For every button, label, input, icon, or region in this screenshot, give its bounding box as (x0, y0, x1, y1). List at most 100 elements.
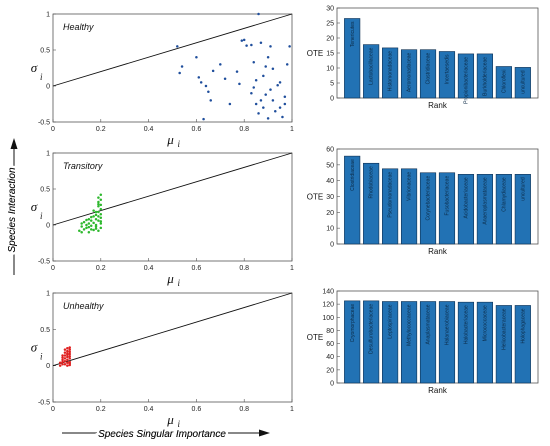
data-point (238, 82, 241, 86)
data-point (195, 55, 198, 59)
y-tick-label: 0 (46, 363, 50, 370)
bar (457, 174, 475, 245)
bar-label: Clostridiaceae (426, 52, 432, 84)
data-point (257, 12, 260, 16)
data-point (264, 65, 267, 68)
species-importance-label: Species Singular Importance (98, 429, 226, 440)
data-point (63, 354, 67, 357)
data-point (199, 81, 203, 84)
data-point (63, 357, 67, 360)
data-point (178, 71, 181, 75)
data-point (87, 225, 91, 229)
y-axis-label: OTE (307, 49, 323, 58)
y-tick-label: 0.5 (40, 187, 50, 194)
x-tick-label: 0 (51, 406, 55, 413)
data-point (61, 354, 64, 357)
data-point (99, 216, 103, 220)
bar-label: Vibrionaceae (407, 172, 413, 201)
data-point (245, 44, 248, 47)
data-point (63, 348, 67, 351)
y-tick-label: 5 (330, 81, 334, 88)
data-point (97, 205, 100, 208)
x-tick-label: 1 (290, 406, 294, 413)
y-tick-label: 30 (326, 194, 334, 201)
x-tick-label: 0.2 (96, 406, 106, 413)
data-point (274, 109, 277, 113)
data-point (68, 357, 71, 360)
data-point (68, 363, 71, 367)
data-point (211, 69, 215, 73)
data-point (85, 218, 88, 222)
data-point (176, 45, 179, 48)
data-point (58, 361, 62, 365)
x-tick-label: 0.8 (239, 126, 249, 133)
x-tick-label: 0.2 (96, 126, 106, 133)
y-tick-label: 60 (326, 147, 334, 154)
data-point (262, 74, 265, 78)
x-tick-label: 0.6 (192, 265, 202, 272)
plot-frame (52, 152, 293, 262)
x-axis-label-subscript: i (178, 419, 181, 429)
bar-label: Methylococcaceae (407, 304, 413, 346)
data-point (197, 76, 201, 79)
species-importance-label-bg: Species Singular Importance (98, 429, 226, 440)
bar (495, 305, 512, 384)
plot-frame (52, 292, 293, 403)
bar (419, 172, 437, 245)
data-point (68, 350, 71, 354)
y-tick-label: 100 (322, 315, 334, 322)
y-axis-label: σ (31, 199, 38, 214)
species-interaction-label-bg: Species Interaction (7, 167, 18, 252)
bar (476, 301, 493, 384)
data-point (235, 70, 239, 73)
bar-label: Cryomorphaceae (350, 304, 356, 343)
data-point (82, 220, 86, 224)
bar (457, 53, 475, 99)
bar (476, 174, 493, 245)
data-point (66, 353, 69, 357)
y-axis-label-subscript: i (40, 72, 43, 82)
species-importance-arrowhead (259, 429, 270, 437)
x-axis-label-subscript: i (178, 139, 181, 149)
x-axis-label: Rank (428, 247, 448, 256)
data-point (68, 354, 71, 358)
data-point (58, 364, 62, 367)
data-point (250, 91, 253, 95)
data-point (68, 360, 71, 364)
bar-label: Tenericutes (350, 21, 356, 47)
data-point (80, 230, 83, 234)
y-tick-label: 0 (330, 242, 334, 249)
data-point (66, 346, 69, 350)
data-point (262, 106, 265, 109)
condition-label: Unhealthy (63, 301, 104, 311)
bar (382, 47, 399, 99)
bar (495, 66, 512, 99)
y-axis-label-subscript: i (40, 211, 43, 221)
data-point (207, 90, 210, 94)
data-point (266, 117, 270, 120)
data-point (89, 215, 93, 219)
y-tick-label: 0.5 (40, 327, 50, 334)
bar-label: Acidobacteriaceae (464, 177, 470, 218)
data-point (92, 221, 95, 225)
data-point (283, 95, 287, 99)
y-tick-label: 1 (46, 291, 50, 298)
x-tick-label: 1 (290, 126, 294, 133)
condition-label: Healthy (63, 22, 94, 32)
y-tick-label: 140 (322, 289, 334, 296)
bar (495, 174, 512, 245)
x-tick-label: 0 (51, 126, 55, 133)
data-point (257, 112, 260, 115)
x-axis-label: μ (166, 412, 174, 427)
y-tick-label: 10 (326, 66, 334, 73)
bar-label: Corynebacteriaceae (426, 176, 432, 221)
data-point (264, 93, 267, 96)
data-point (63, 360, 67, 363)
y-tick-label: 60 (326, 341, 334, 348)
y-tick-label: -0.5 (38, 259, 50, 266)
x-tick-label: 0.2 (96, 265, 106, 272)
bar (363, 44, 380, 99)
